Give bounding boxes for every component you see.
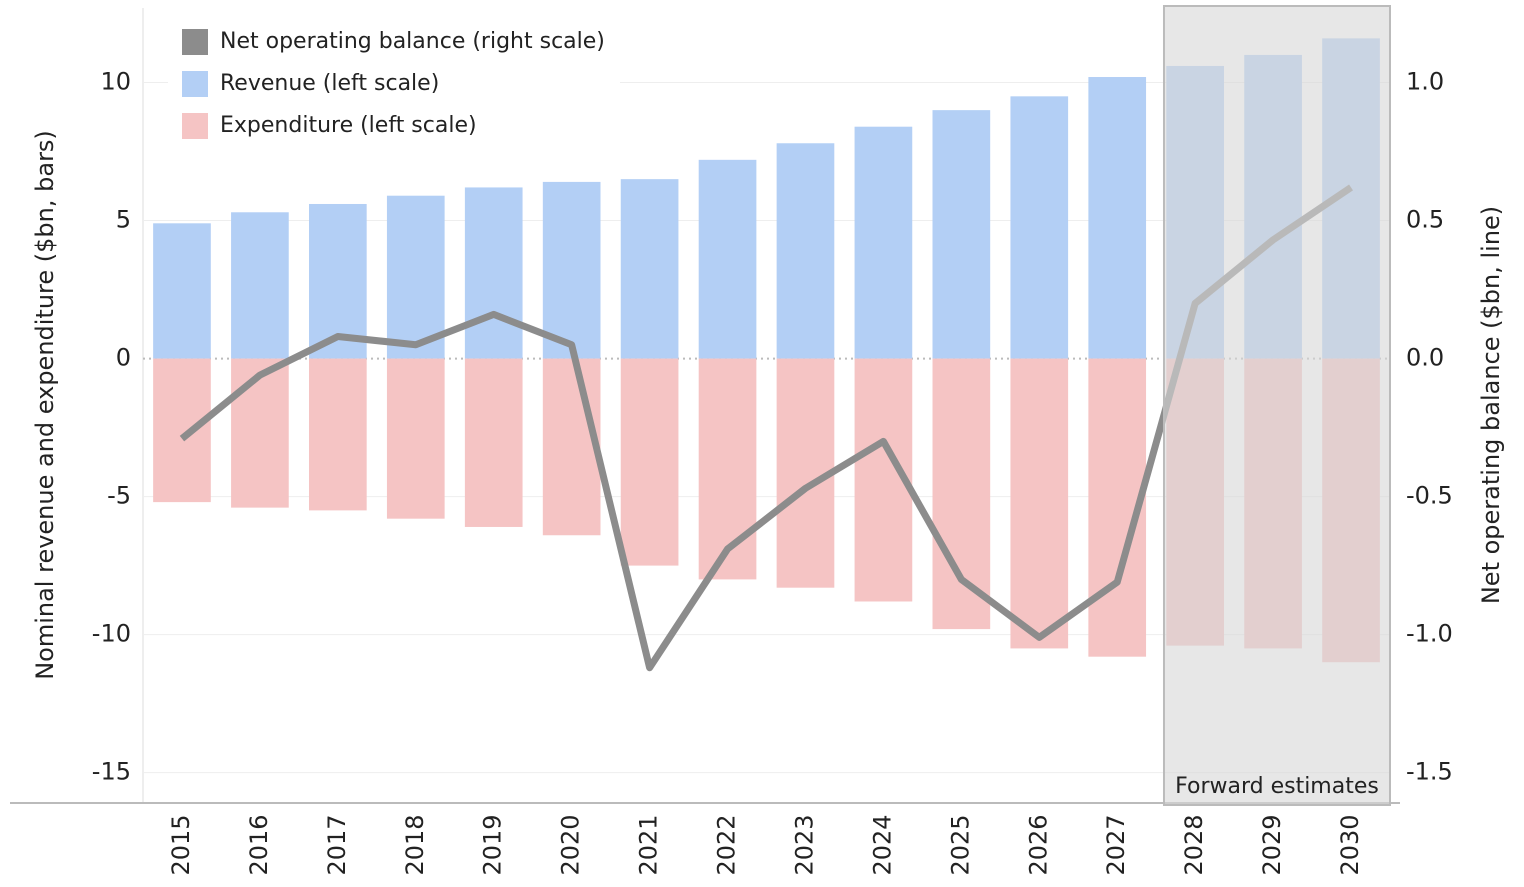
- y2-tick-label: -0.5: [1406, 482, 1453, 510]
- annotation: Forward estimates: [1175, 774, 1379, 799]
- bar: [309, 203, 367, 359]
- x-tick-label: 2022: [713, 814, 741, 875]
- x-tick-label: 2025: [946, 814, 974, 875]
- line: [179, 184, 1353, 672]
- bar: [309, 358, 367, 511]
- x-tick-label: 2020: [557, 814, 585, 875]
- legend-label: Net operating balance (right scale): [220, 29, 605, 54]
- bar: [932, 358, 991, 630]
- legend-swatch: [182, 71, 208, 97]
- bar: [231, 212, 289, 359]
- bar: [620, 179, 679, 359]
- bar: [854, 126, 913, 359]
- y-tick-label: -10: [92, 620, 131, 648]
- bar: [386, 195, 445, 359]
- y-tick-label: -15: [92, 758, 131, 786]
- bar: [698, 358, 757, 580]
- bar: [231, 358, 289, 508]
- y2-tick-label: 0.0: [1406, 344, 1444, 372]
- x-tick-label: 2024: [868, 814, 896, 875]
- bar: [542, 358, 601, 536]
- x-tick-label: 2016: [245, 814, 273, 875]
- x-tick-label: 2015: [167, 814, 195, 875]
- x-tick-label: 2019: [479, 814, 507, 875]
- y2-axis-label: Net operating balance ($bn, line): [1477, 206, 1505, 604]
- bar: [1010, 96, 1069, 359]
- bar: [698, 159, 757, 359]
- x-tick-label: 2027: [1102, 814, 1130, 875]
- x-tick-label: 2029: [1258, 814, 1286, 875]
- bar: [464, 358, 523, 527]
- bar: [386, 358, 445, 519]
- legend-swatch: [182, 113, 208, 139]
- y-tick-label: 0: [116, 344, 131, 372]
- bar: [153, 358, 211, 503]
- bar: [464, 187, 523, 359]
- x-tick-label: 2017: [323, 814, 351, 875]
- bar: [1010, 358, 1069, 649]
- legend-label: Expenditure (left scale): [220, 113, 477, 138]
- bar: [542, 181, 601, 359]
- x-tick-label: 2021: [635, 814, 663, 875]
- x-tick-label: 2026: [1024, 814, 1052, 875]
- bar: [153, 223, 211, 359]
- bar: [776, 143, 835, 359]
- y2-tick-label: -1.0: [1406, 620, 1453, 648]
- x-tick-label: 2018: [401, 814, 429, 875]
- bar: [932, 110, 991, 359]
- bar: [620, 358, 679, 566]
- y-tick-label: 5: [116, 206, 131, 234]
- legend-swatch: [182, 29, 208, 55]
- y2-tick-label: 0.5: [1406, 206, 1444, 234]
- y2-tick-label: 1.0: [1406, 68, 1444, 96]
- y-tick-label: -5: [107, 482, 131, 510]
- x-tick-label: 2030: [1336, 814, 1364, 875]
- x-tick-label: 2023: [790, 814, 818, 875]
- forecast-region: [1162, 5, 1391, 806]
- bar: [1088, 77, 1147, 359]
- legend-label: Revenue (left scale): [220, 71, 439, 96]
- y-tick-label: 10: [100, 68, 131, 96]
- y-axis-label: Nominal revenue and expenditure ($bn, ba…: [31, 130, 59, 680]
- x-tick-label: 2028: [1180, 814, 1208, 875]
- legend-box: [168, 18, 620, 152]
- y2-tick-label: -1.5: [1406, 758, 1453, 786]
